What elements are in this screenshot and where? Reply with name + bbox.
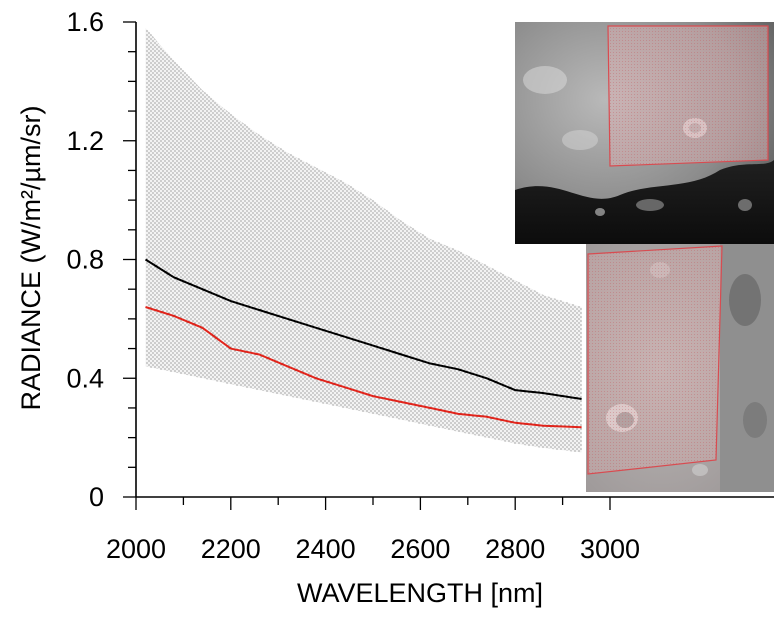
x-tick-label: 2800 xyxy=(485,534,545,564)
y-tick-label: 1.6 xyxy=(66,7,104,37)
mean-radiance-line xyxy=(144,258,582,400)
series-lines-layer xyxy=(144,258,582,429)
x-tick-label: 2400 xyxy=(296,534,356,564)
x-tick-label: 2200 xyxy=(201,534,261,564)
x-tick-label: 3000 xyxy=(580,534,640,564)
x-axis-title: WAVELENGTH [nm] xyxy=(297,578,543,608)
y-tick-label: 0 xyxy=(89,482,104,512)
y-tick-label: 1.2 xyxy=(66,126,104,156)
ticks-layer: 2000 2200 2400 2600 2800 3000 0 0.4 0.8 1.2 1.6 xyxy=(66,7,640,564)
uncertainty-band-layer xyxy=(145,27,582,453)
y-tick-label: 0.8 xyxy=(66,245,104,275)
y-axis-title: RADIANCE (W/m²/µm/sr) xyxy=(16,105,46,410)
x-tick-label: 2600 xyxy=(390,534,450,564)
y-tick-label: 0.4 xyxy=(66,363,104,393)
red-radiance-line xyxy=(145,306,582,429)
x-tick-label: 2000 xyxy=(106,534,166,564)
uncertainty-band xyxy=(145,27,582,453)
